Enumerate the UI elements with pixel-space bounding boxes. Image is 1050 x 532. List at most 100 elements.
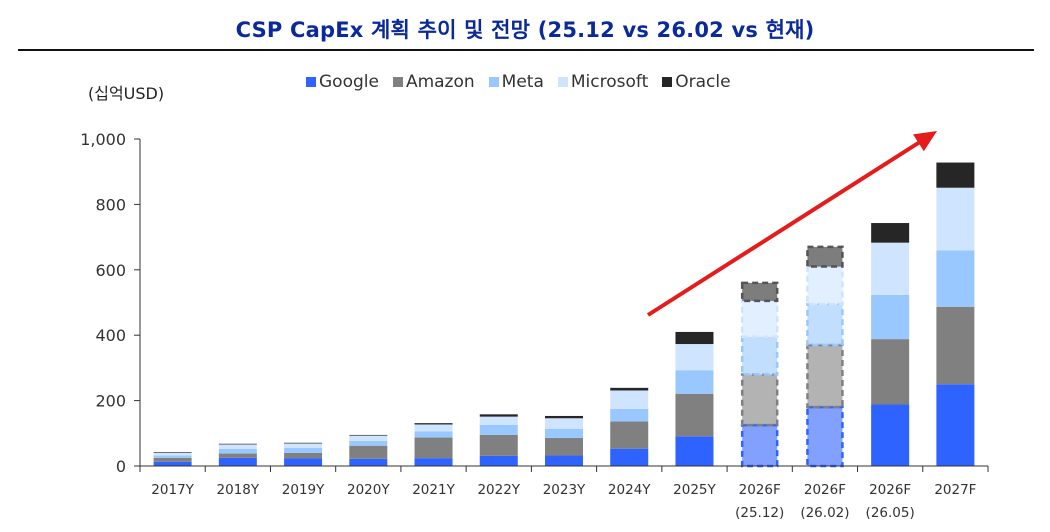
title-underline xyxy=(18,49,1034,51)
bar-segment-amazon xyxy=(479,434,518,456)
bar-segment-microsoft xyxy=(610,390,649,409)
bar-segment-google xyxy=(349,458,388,466)
legend-label: Meta xyxy=(501,72,544,92)
bar-segment-oracle xyxy=(610,387,649,391)
y-tick-label: 400 xyxy=(95,326,126,345)
trend-arrow-shaft xyxy=(646,138,925,317)
bar-segment-oracle xyxy=(740,281,779,303)
bar-segment-microsoft xyxy=(349,435,388,441)
bar-segment-meta xyxy=(545,428,583,438)
x-tick-sublabel: (26.05) xyxy=(866,505,915,521)
bar-segment-google xyxy=(871,404,910,466)
legend-label: Oracle xyxy=(675,72,731,92)
chart-title: CSP CapEx 계획 추이 및 전망 (25.12 vs 26.02 vs … xyxy=(235,18,815,42)
legend: Google Amazon Meta Microsoft Oracle xyxy=(306,72,731,92)
x-tick-label: 2020Y xyxy=(347,482,390,498)
bar-segment-meta xyxy=(349,440,388,446)
bar-segment-microsoft xyxy=(218,444,257,449)
bar-segment-amazon xyxy=(545,437,583,456)
bar-segment-oracle xyxy=(936,162,975,188)
bar-segment-oracle xyxy=(284,442,323,444)
x-tick-label: 2026F xyxy=(869,482,911,498)
bar-segment-amazon xyxy=(675,393,714,437)
bar-segment-google xyxy=(675,436,714,466)
y-tick-label: 200 xyxy=(95,392,126,411)
legend-swatch xyxy=(662,77,673,87)
legend-item: Oracle xyxy=(662,72,731,92)
bar-segment-google xyxy=(284,458,323,466)
bar-segment-microsoft xyxy=(414,424,453,432)
legend-label: Google xyxy=(319,72,379,92)
y-tick-label: 800 xyxy=(95,195,126,214)
x-tick-label: 2026F xyxy=(804,482,846,498)
legend-item: Google xyxy=(306,72,379,92)
legend-swatch xyxy=(488,77,499,87)
x-tick-sublabel: (25.12) xyxy=(735,505,784,521)
bar-segment-amazon xyxy=(153,457,192,462)
bar-segment-microsoft xyxy=(479,416,518,425)
bar-segment-amazon xyxy=(284,452,323,459)
legend-swatch xyxy=(557,77,568,87)
bar-segment-microsoft xyxy=(675,344,714,371)
bar-segment-microsoft xyxy=(936,187,975,251)
bar-segment-google xyxy=(218,457,257,466)
bar-segment-amazon xyxy=(218,453,257,458)
bar-segment-amazon xyxy=(806,343,844,409)
x-tick-label: 2017Y xyxy=(151,482,194,498)
legend-label: Microsoft xyxy=(570,72,649,92)
bar-segment-google xyxy=(610,448,649,466)
bar-segment-meta xyxy=(806,302,844,347)
bar-segment-oracle xyxy=(414,423,453,425)
legend-item: Microsoft xyxy=(557,72,649,92)
y-tick-label: 0 xyxy=(116,457,126,476)
bar-segment-meta xyxy=(871,294,910,340)
trend-arrow-head xyxy=(913,131,937,152)
x-tick-label: 2025Y xyxy=(673,482,716,498)
legend-item: Amazon xyxy=(392,72,475,92)
bar-segment-meta xyxy=(610,408,649,422)
bar-segment-microsoft xyxy=(545,418,583,429)
bar-segment-oracle xyxy=(153,452,192,453)
y-tick-label: 600 xyxy=(95,261,126,280)
y-tick-label: 1,000 xyxy=(80,130,126,149)
bar-segment-oracle xyxy=(479,414,518,417)
bar-segment-microsoft xyxy=(740,299,779,339)
bar-segment-google xyxy=(740,423,779,468)
x-tick-label: 2018Y xyxy=(217,482,260,498)
bar-segment-meta xyxy=(284,448,323,453)
bar-segment-oracle xyxy=(675,331,714,345)
bar-segment-google xyxy=(153,461,192,466)
bar-segment-microsoft xyxy=(153,452,192,456)
bar-segment-microsoft xyxy=(806,265,844,306)
legend-item: Meta xyxy=(488,72,544,92)
bar-segment-amazon xyxy=(610,421,649,449)
bar-segment-oracle xyxy=(806,245,844,268)
legend-swatch xyxy=(306,77,316,87)
bar-segment-google xyxy=(479,455,518,466)
unit-label: (십억USD) xyxy=(88,84,165,103)
bar-segment-google xyxy=(545,455,583,466)
x-tick-sublabel: (26.02) xyxy=(800,505,849,521)
bar-segment-amazon xyxy=(414,437,453,459)
bar-segment-meta xyxy=(675,370,714,394)
bar-segment-amazon xyxy=(936,306,975,385)
bar-segment-meta xyxy=(153,455,192,458)
bar-segment-amazon xyxy=(740,373,779,427)
x-tick-label: 2021Y xyxy=(412,482,455,498)
x-tick-label: 2027F xyxy=(934,482,976,498)
x-tick-label: 2023Y xyxy=(543,482,586,498)
bar-segment-google xyxy=(806,405,844,468)
bar-segment-google xyxy=(936,384,975,466)
x-tick-label: 2026F xyxy=(739,482,781,498)
bar-segment-microsoft xyxy=(284,443,323,449)
legend-swatch xyxy=(392,77,403,87)
bar-segment-meta xyxy=(479,424,518,435)
x-tick-label: 2022Y xyxy=(477,482,520,498)
bar-segment-amazon xyxy=(349,445,388,459)
bar-segment-google xyxy=(414,458,453,466)
x-tick-label: 2019Y xyxy=(282,482,325,498)
bar-segment-meta xyxy=(414,431,453,438)
bar-segment-oracle xyxy=(871,223,910,243)
bar-segment-oracle xyxy=(545,415,583,419)
